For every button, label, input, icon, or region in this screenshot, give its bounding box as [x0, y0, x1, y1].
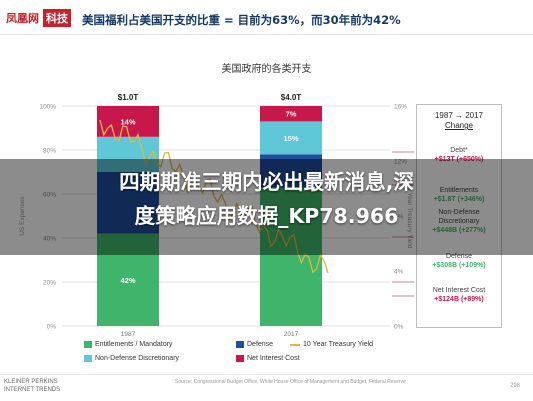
change-box-header: 1987 → 2017 Change — [417, 111, 501, 131]
x-tick-label: 2017 — [284, 331, 299, 338]
bar-total-label: $4.0T — [281, 93, 302, 102]
y2-tick-label: 16% — [394, 104, 407, 111]
bar-total-label: $1.0T — [118, 93, 139, 102]
y-tick-label: 20% — [43, 280, 56, 287]
legend-item-defense: Defense — [236, 341, 273, 348]
site-logo[interactable]: 凤凰网 科技 — [4, 9, 71, 27]
y-tick-label: 0% — [47, 324, 57, 331]
change-item-name: Debt* — [450, 147, 468, 154]
change-item-value: +$1.8T (+346%) — [433, 195, 485, 203]
legend-label: 10 Year Treasury Yield — [303, 341, 374, 348]
y2-axis-label: 10 Year Treasury Yield — [406, 183, 413, 248]
bar-segment — [260, 187, 322, 326]
y2-tick-label: 0% — [394, 324, 404, 331]
legend-swatch — [84, 341, 92, 348]
slide-header: 凤凰网 科技 美国福利占美国开支的比重 = 目前为63%，而30年前为42% — [0, 0, 533, 35]
bar-segment — [260, 121, 322, 155]
change-item-defense: Defense +$308B (+109%) — [417, 253, 501, 271]
change-box-period: 1987 → 2017 — [434, 111, 484, 120]
y-tick-label: 60% — [43, 192, 56, 199]
change-item-non-defense: Non-Defense Discretionary +$448B (+277%) — [417, 209, 501, 235]
y-tick-label: 100% — [39, 104, 56, 111]
watermark-banner — [0, 159, 533, 255]
watermark-line: 四期期准三期内必出最新消息,深 — [119, 170, 414, 194]
change-box-title: Change — [444, 121, 474, 130]
legend-swatch — [236, 341, 244, 348]
bar-segment — [97, 172, 159, 234]
x-tick-label: 1987 — [121, 331, 136, 338]
legend-item-net-interest: Net Interest Cost — [236, 355, 300, 362]
bar-segment-label: 7% — [286, 110, 297, 119]
legend-line — [290, 343, 300, 346]
y2-tick-label: 4% — [394, 269, 404, 276]
legend-item-entitlements: Entitlements / Mandatory — [84, 341, 172, 348]
brand-logo: KLEINER PERKINS INTERNET TRENDS — [4, 379, 60, 394]
y-tick-label: 40% — [43, 236, 56, 243]
legend-label: Non-Defense Discretionary — [95, 355, 180, 362]
bar-segment-label: 14% — [120, 117, 135, 126]
legend-label: Entitlements / Mandatory — [95, 341, 173, 348]
legend-item-treasury-yield: 10 Year Treasury Yield — [290, 341, 373, 348]
source-note: Source: Congressional Budget Office, Whi… — [175, 379, 406, 385]
bar-segment — [97, 233, 159, 326]
change-item-value: +$124B (+89%) — [434, 295, 484, 303]
legend-swatch — [236, 355, 244, 362]
logo-badge: 科技 — [43, 9, 71, 27]
legend-item-non-defense: Non-Defense Discretionary — [84, 355, 179, 362]
change-item-value: +$448B (+277%) — [432, 226, 486, 234]
bar-segment-label: 15% — [283, 134, 298, 143]
change-item-name: Net Interest Cost — [432, 287, 486, 294]
change-item-name: Defense — [445, 253, 473, 260]
change-item-value: +$13T (+650%) — [434, 155, 484, 163]
y2-tick-label: 12% — [394, 159, 407, 166]
change-item-name: Non-Defense Discretionary — [438, 209, 480, 225]
change-item-name: Entitlements — [439, 187, 479, 194]
change-item-debt: Debt* +$13T (+650%) — [417, 147, 501, 165]
change-item-entitlements: Entitlements +$1.8T (+346%) — [417, 187, 501, 205]
legend-swatch — [84, 355, 92, 362]
treasury-yield-line — [99, 119, 329, 274]
watermark-line: 度策略应用数据_KP78.966 — [134, 204, 399, 228]
bar-segment — [260, 106, 322, 122]
page-number: 298 — [510, 383, 521, 389]
slide-footer: KLEINER PERKINS INTERNET TRENDS Source: … — [0, 374, 533, 401]
brand-line: KLEINER PERKINS — [4, 379, 58, 385]
y-axis-label: US Expenses — [19, 196, 26, 236]
brand-line: INTERNET TRENDS — [4, 386, 61, 393]
bar-segment — [260, 154, 322, 188]
slide-title: 美国福利占美国开支的比重 = 目前为63%，而30年前为42% — [82, 13, 401, 27]
legend-label: Net Interest Cost — [247, 355, 300, 362]
watermark-text: 四期期准三期内必出最新消息,深 度策略应用数据_KP78.966 — [0, 165, 533, 233]
logo-text: 凤凰网 — [6, 12, 39, 25]
change-item-value: +$308B (+109%) — [432, 261, 486, 269]
y2-tick-label: 8% — [394, 214, 404, 221]
change-item-net-interest: Net Interest Cost +$124B (+89%) — [417, 287, 501, 305]
bar-segment-label: 42% — [120, 276, 135, 285]
chart-title: 美国政府的各类开支 — [221, 64, 312, 75]
bar-segment — [97, 136, 159, 172]
legend-label: Defense — [247, 341, 274, 348]
y-tick-label: 80% — [43, 148, 56, 155]
change-summary-box: 1987 → 2017 Change Debt* +$13T (+650%) E… — [416, 104, 502, 328]
